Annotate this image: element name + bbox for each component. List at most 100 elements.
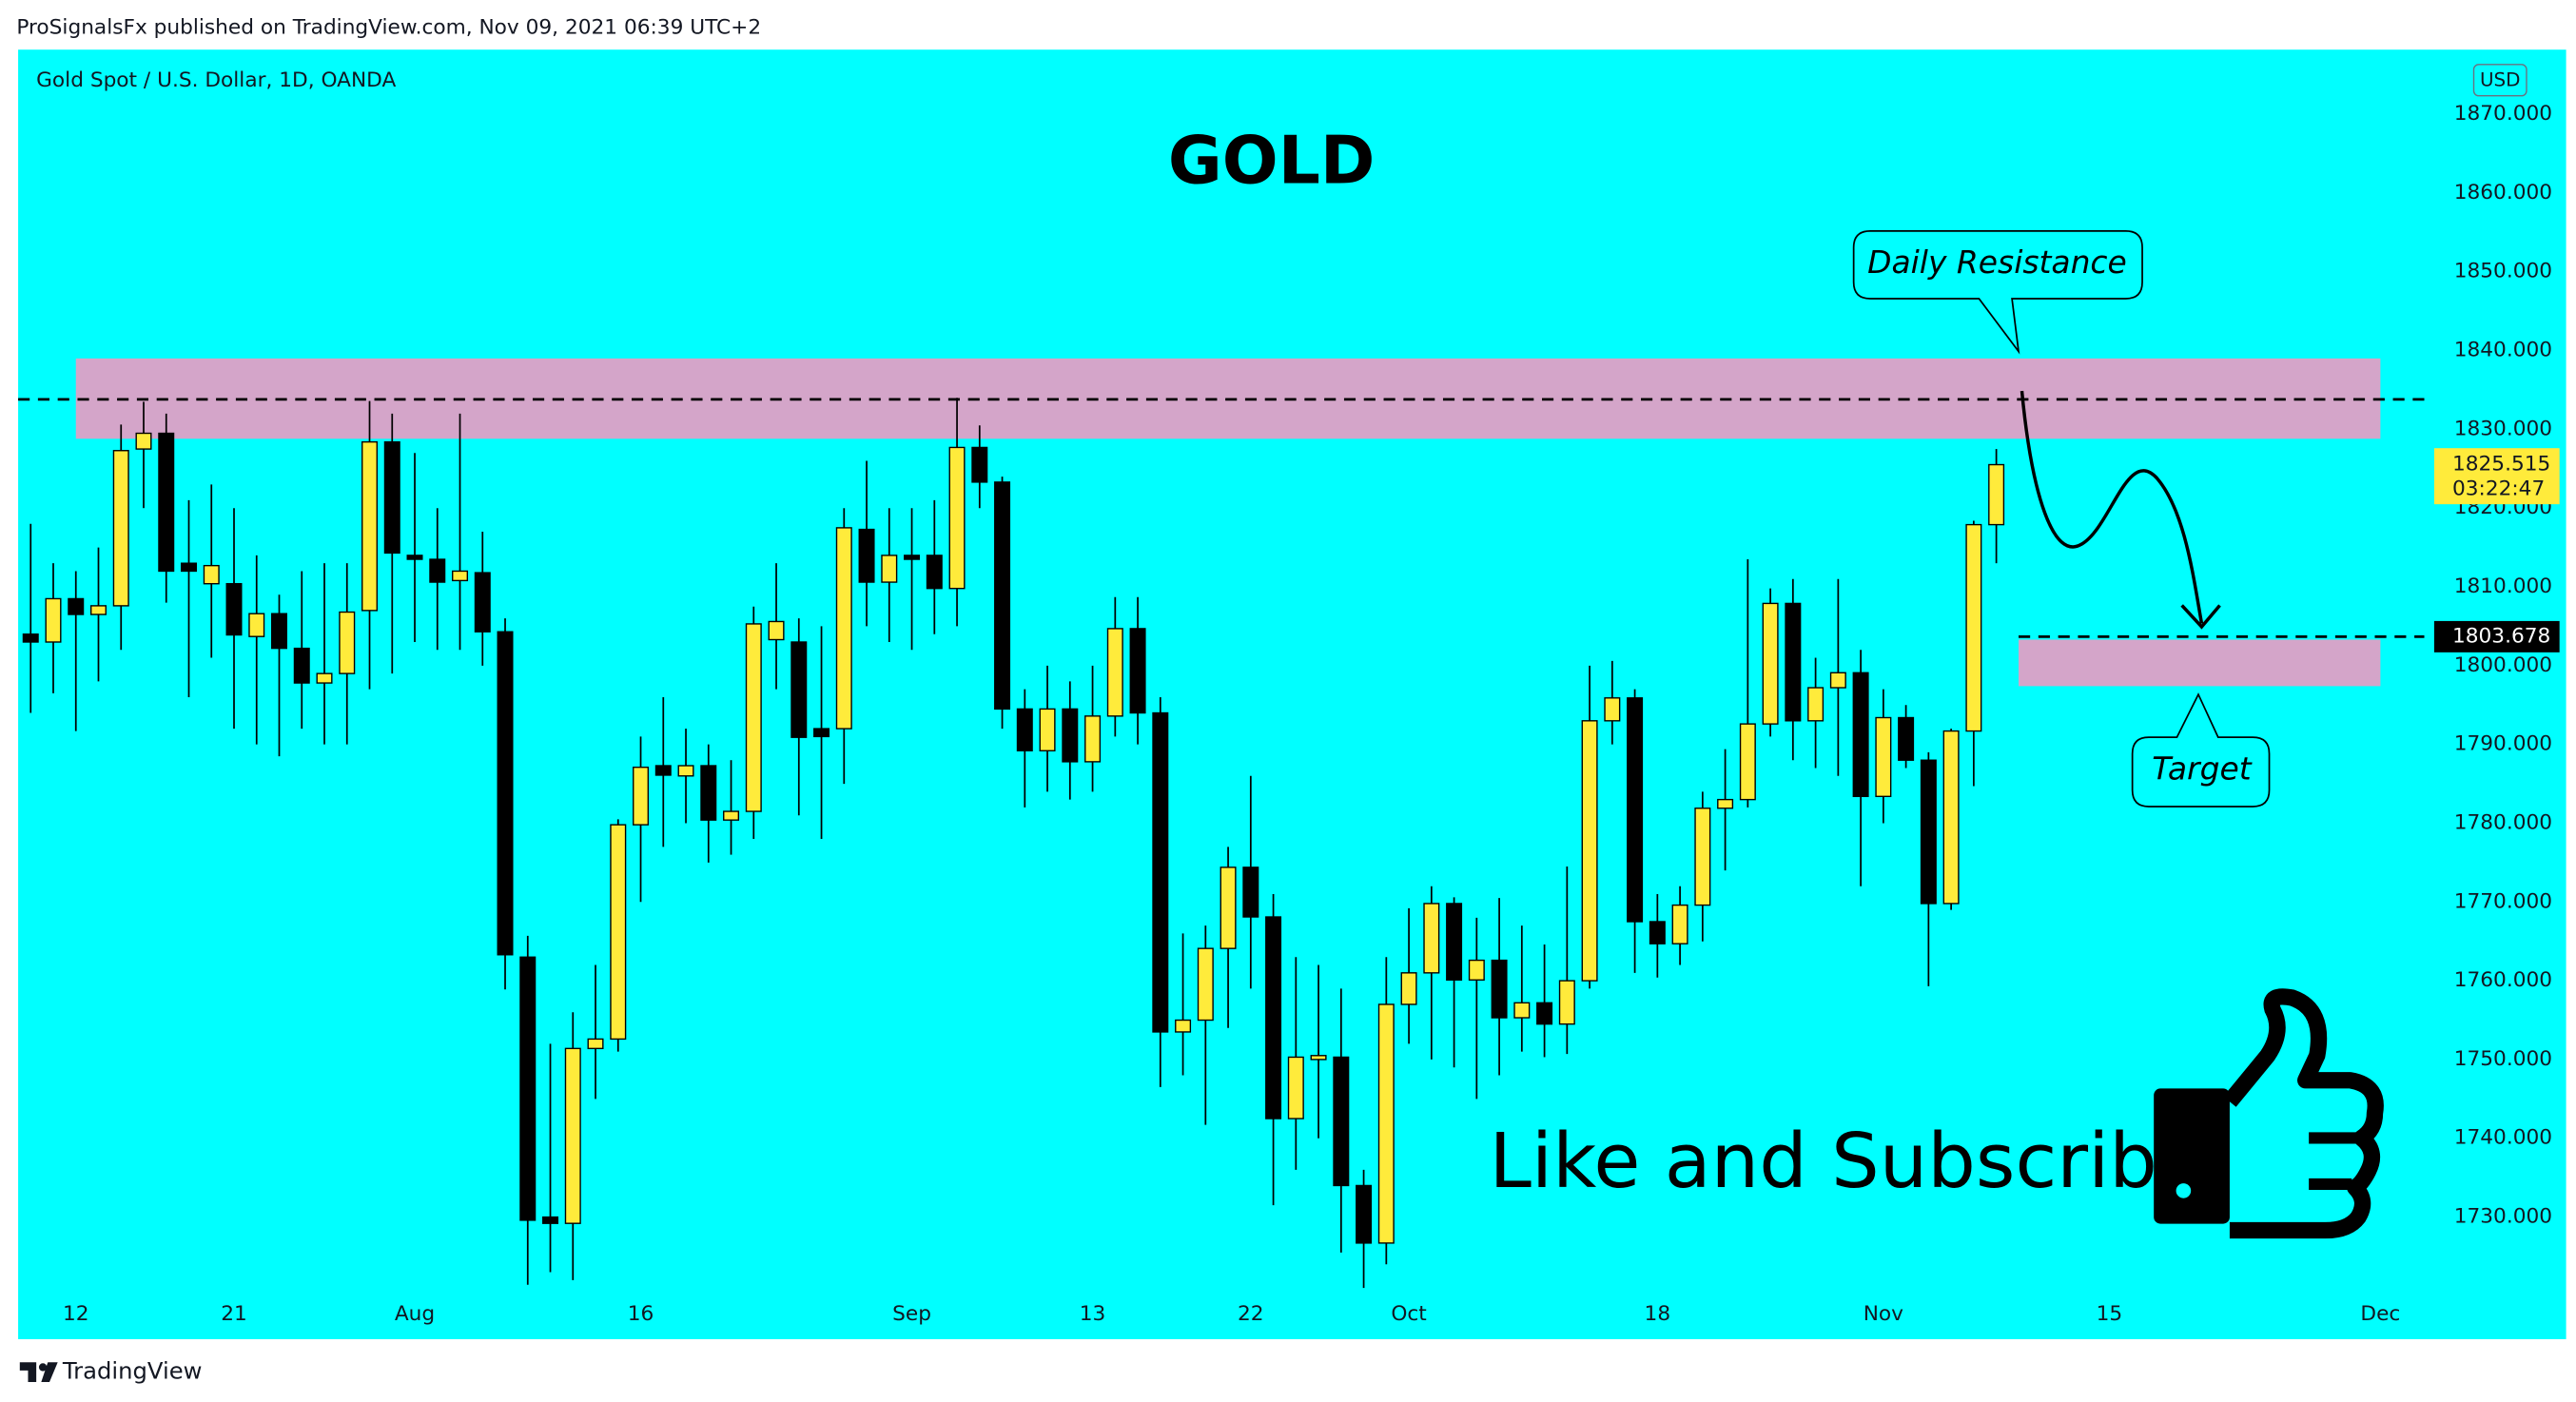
candle-body bbox=[1875, 716, 1892, 798]
candle-body bbox=[1377, 1003, 1395, 1244]
candle-body bbox=[271, 613, 288, 650]
candle-body bbox=[1829, 672, 1846, 689]
candle-body bbox=[587, 1038, 604, 1050]
candle-body bbox=[1920, 759, 1937, 905]
candle-body bbox=[1717, 798, 1734, 809]
y-tick-label: 1740.000 bbox=[2454, 1126, 2552, 1150]
candle-body bbox=[519, 956, 537, 1221]
candle-body bbox=[452, 570, 469, 582]
candle-body bbox=[1785, 602, 1802, 722]
candle-body bbox=[112, 450, 129, 607]
currency-label[interactable]: USD bbox=[2480, 69, 2521, 91]
candles bbox=[22, 398, 2005, 1289]
candle-body bbox=[1423, 903, 1440, 974]
x-tick-label: Sep bbox=[892, 1302, 931, 1326]
candle-body bbox=[881, 555, 898, 583]
labels: 1870.000 1860.000 1850.000 1840.000 1830.000… bbox=[63, 102, 2560, 1326]
y-tick-label: 1760.000 bbox=[2454, 968, 2552, 992]
thumb-cuff bbox=[2154, 1088, 2230, 1224]
candle-body bbox=[745, 623, 762, 812]
tradingview-logo bbox=[19, 1362, 58, 1383]
publisher-line: ProSignalsFx published on TradingView.co… bbox=[16, 16, 761, 40]
y-tick-label: 1750.000 bbox=[2454, 1047, 2552, 1071]
candle-body bbox=[1852, 672, 1869, 798]
candle-body bbox=[768, 620, 785, 641]
candle-body bbox=[1807, 687, 1825, 722]
y-tick-label: 1860.000 bbox=[2454, 181, 2552, 204]
candle-body bbox=[293, 647, 310, 684]
y-tick-label: 1870.000 bbox=[2454, 102, 2552, 126]
symbol-label: Gold Spot / U.S. Dollar, 1D, OANDA bbox=[36, 68, 396, 92]
logo-part bbox=[38, 1363, 48, 1372]
logo-part bbox=[19, 1362, 37, 1383]
thumb-outline bbox=[2223, 988, 2384, 1239]
candle-body bbox=[1310, 1055, 1327, 1061]
y-tick-label: 1810.000 bbox=[2454, 574, 2552, 598]
candle-body bbox=[1129, 628, 1146, 714]
candle-body bbox=[1649, 921, 1666, 944]
candle-body bbox=[723, 810, 740, 821]
finger-lines bbox=[2309, 1132, 2359, 1191]
candle-body bbox=[904, 555, 921, 560]
x-tick-label: 15 bbox=[2097, 1302, 2123, 1326]
candle-body bbox=[474, 572, 491, 633]
candle-body bbox=[1536, 1002, 1553, 1025]
candle-body bbox=[1942, 730, 1960, 905]
cuff-dot bbox=[2176, 1183, 2192, 1198]
annotation-resistance: Daily Resistance bbox=[1867, 243, 2127, 281]
candle-body bbox=[790, 641, 808, 738]
candle-body bbox=[1333, 1056, 1350, 1187]
candle-body bbox=[316, 672, 333, 684]
y-tick-label: 1780.000 bbox=[2454, 810, 2552, 834]
candle-body bbox=[633, 766, 650, 826]
candle-body bbox=[383, 440, 400, 555]
annotation-target: Target bbox=[2152, 750, 2253, 787]
candle-body bbox=[926, 555, 943, 590]
y-tick-label: 1730.000 bbox=[2454, 1205, 2552, 1229]
x-tick-label: 12 bbox=[63, 1302, 89, 1326]
x-tick-label: 18 bbox=[1645, 1302, 1671, 1326]
candle-body bbox=[542, 1216, 559, 1224]
currency-box[interactable] bbox=[2472, 64, 2527, 97]
x-tick-label: Aug bbox=[395, 1302, 435, 1326]
candle-body bbox=[813, 728, 830, 738]
logo-part bbox=[41, 1362, 58, 1383]
x-tick-label: Oct bbox=[1391, 1302, 1426, 1326]
candle-body bbox=[90, 605, 107, 615]
candle-body bbox=[1220, 867, 1237, 949]
candle-body bbox=[497, 631, 514, 956]
x-tick-label: 16 bbox=[628, 1302, 654, 1326]
candle-body bbox=[700, 765, 717, 821]
x-tick-label: 21 bbox=[221, 1302, 247, 1326]
countdown-label: 03:22:47 bbox=[2452, 477, 2545, 501]
candle-body bbox=[971, 446, 988, 483]
x-tick-label: 22 bbox=[1238, 1302, 1264, 1326]
candle-body bbox=[361, 440, 379, 612]
last-price-label: 1825.515 bbox=[2452, 453, 2550, 477]
candle-body bbox=[1627, 697, 1644, 923]
candle-body bbox=[835, 527, 852, 730]
candle-body bbox=[22, 633, 39, 643]
candle-body bbox=[1106, 628, 1123, 717]
candle-body bbox=[1513, 1002, 1531, 1019]
x-tick-label: Nov bbox=[1864, 1302, 1903, 1326]
candle-body bbox=[1898, 716, 1915, 761]
thumbs-up-icon bbox=[2154, 988, 2384, 1239]
candle-body bbox=[677, 765, 694, 777]
candle-body bbox=[429, 558, 446, 583]
candle-body bbox=[564, 1047, 581, 1224]
x-tick-label: 13 bbox=[1080, 1302, 1106, 1326]
y-tick-label: 1790.000 bbox=[2454, 732, 2552, 756]
candle-body bbox=[248, 613, 265, 637]
candle-body bbox=[948, 446, 966, 590]
callout-box bbox=[1852, 230, 2143, 355]
footer-brand[interactable]: TradingView bbox=[62, 1357, 203, 1385]
candle-body bbox=[1016, 708, 1033, 751]
candle-body bbox=[1988, 463, 2005, 526]
candle-body bbox=[654, 765, 672, 776]
chart-title: GOLD bbox=[1168, 124, 1376, 200]
y-tick-label: 1800.000 bbox=[2454, 653, 2552, 677]
level-price-label: 1803.678 bbox=[2452, 624, 2550, 648]
candle-body bbox=[1242, 867, 1259, 918]
